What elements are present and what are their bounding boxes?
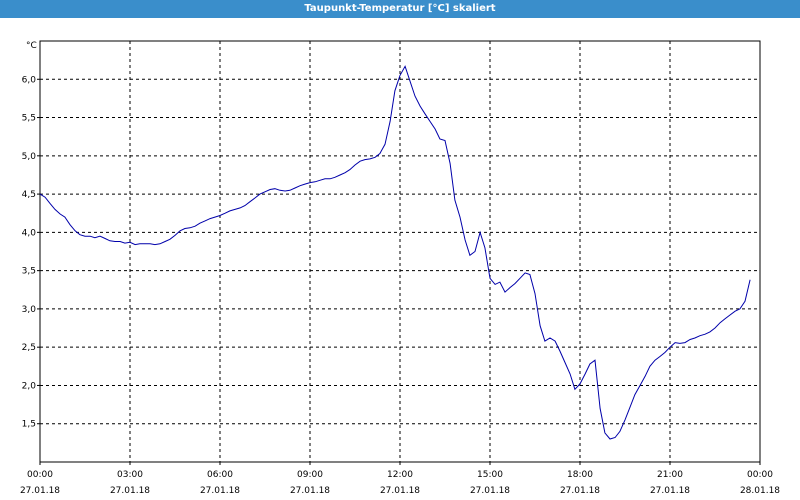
y-tick-label: 2,5 [22, 343, 36, 353]
x-tick-time: 15:00 [477, 470, 503, 480]
y-tick-label: 3,0 [22, 305, 37, 315]
series-line [39, 65, 751, 440]
y-tick-label: 5,5 [22, 114, 36, 124]
x-tick-date: 28.01.18 [740, 486, 780, 496]
y-tick-label: 1,5 [22, 420, 36, 430]
chart-title: Taupunkt-Temperatur [°C] skaliert [0, 0, 800, 18]
x-tick-date: 27.01.18 [560, 486, 600, 496]
x-tick-time: 00:00 [27, 470, 53, 480]
y-axis-unit: °C [26, 41, 37, 51]
grid-lines [40, 41, 760, 462]
x-tick-time: 18:00 [567, 470, 593, 480]
x-tick-time: 09:00 [297, 470, 323, 480]
x-tick-date: 27.01.18 [20, 486, 60, 496]
x-tick-date: 27.01.18 [110, 486, 150, 496]
x-tick-time: 03:00 [117, 470, 143, 480]
y-tick-label: 3,5 [22, 267, 36, 277]
y-tick-label: 4,5 [22, 190, 36, 200]
x-tick-time: 21:00 [657, 470, 683, 480]
y-tick-labels: 6,0 5,5 5,0 4,5 4,0 3,5 3,0 2,5 2,0 1,5 [22, 75, 40, 430]
y-tick-label: 2,0 [22, 381, 37, 391]
x-tick-time: 12:00 [387, 470, 413, 480]
x-tick-date: 27.01.18 [380, 486, 420, 496]
x-tick-date: 27.01.18 [200, 486, 240, 496]
x-tick-date: 27.01.18 [290, 486, 330, 496]
x-tick-time: 06:00 [207, 470, 233, 480]
x-tick-date: 27.01.18 [650, 486, 690, 496]
y-tick-label: 6,0 [22, 75, 37, 85]
x-tick-labels: 00:00 27.01.18 03:00 27.01.18 06:00 27.01.18 0… [20, 462, 780, 496]
x-tick-time: 00:00 [747, 470, 773, 480]
x-tick-date: 27.01.18 [470, 486, 510, 496]
y-tick-label: 5,0 [22, 152, 37, 162]
y-tick-label: 4,0 [22, 228, 37, 238]
